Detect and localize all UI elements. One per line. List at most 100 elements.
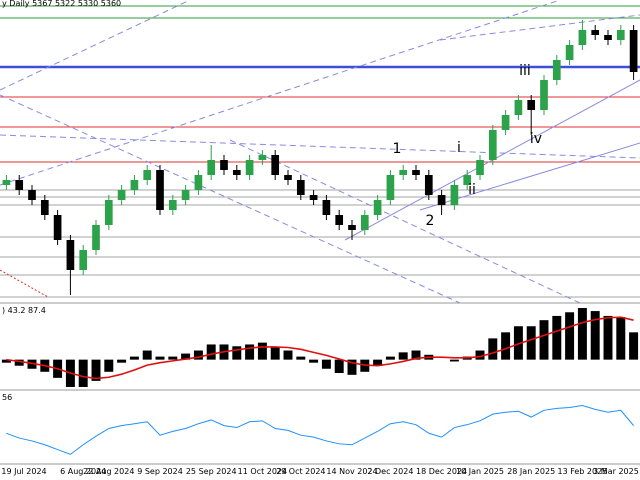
histogram-bar <box>193 350 203 360</box>
histogram-bar <box>155 356 165 360</box>
histogram-bar <box>91 359 101 381</box>
histogram-bar <box>513 326 523 360</box>
candle-body <box>2 180 11 185</box>
candle-body <box>309 195 318 200</box>
wave-label: 2 <box>426 213 435 229</box>
candle-body <box>143 170 152 180</box>
candle-body <box>591 30 600 35</box>
histogram-bar <box>385 356 395 360</box>
candle-body <box>79 250 88 270</box>
candle-body <box>258 155 267 160</box>
rsi-label: 56 <box>2 393 12 402</box>
histogram-bar <box>296 356 306 360</box>
candle-body <box>92 225 100 250</box>
histogram-bar <box>142 350 152 360</box>
histogram-bar <box>309 359 319 363</box>
histogram-bar <box>373 359 383 366</box>
trend-line <box>439 14 640 41</box>
x-tick-label: 19 Jul 2024 <box>1 467 46 476</box>
trend-line <box>0 94 461 304</box>
candle-body <box>514 100 523 115</box>
x-tick-label: 28 Jan 2025 <box>507 467 555 476</box>
histogram-bar <box>27 359 37 369</box>
histogram-bar <box>590 311 600 360</box>
histogram-bar <box>488 338 498 360</box>
histogram-bar <box>334 359 344 373</box>
candle-body <box>245 160 254 175</box>
candle-body <box>604 35 612 40</box>
candle-body <box>373 200 382 215</box>
candle-body <box>40 200 49 215</box>
histogram-bar <box>629 332 639 360</box>
candle-body <box>527 100 536 110</box>
trend-line <box>0 0 561 186</box>
x-tick-label: 9 Sep 2024 <box>137 467 183 476</box>
x-tick-label: 29 Oct 2024 <box>276 467 325 476</box>
histogram-bar <box>552 315 562 360</box>
wave-label: iv <box>530 131 542 147</box>
candle-body <box>360 215 369 230</box>
macd-label: ) 43.2 87.4 <box>2 306 46 315</box>
histogram-bar <box>206 344 216 360</box>
x-tick-label: 14 Nov 2024 <box>326 467 377 476</box>
histogram-bar <box>321 359 331 369</box>
x-tick-label: 2 Dec 2024 <box>367 467 413 476</box>
candle-body <box>348 225 356 230</box>
candle-body <box>207 160 216 175</box>
candle-body <box>53 215 62 240</box>
candle-body <box>552 60 561 80</box>
histogram-bar <box>347 359 357 375</box>
trend-line <box>229 139 581 304</box>
candle-body <box>117 190 126 200</box>
candle-body <box>616 30 625 40</box>
candle-body <box>424 175 433 195</box>
candle-body <box>565 45 574 60</box>
signal-line <box>6 316 634 380</box>
histogram-bar <box>78 359 88 387</box>
histogram-bar <box>603 315 613 360</box>
candle-body <box>386 175 395 200</box>
histogram-bar <box>270 347 280 360</box>
histogram-bar <box>475 350 485 360</box>
trend-line <box>0 134 640 159</box>
histogram-bar <box>565 312 575 360</box>
candle-body <box>322 200 331 215</box>
histogram-bar <box>449 359 459 362</box>
histogram-bar <box>577 308 587 360</box>
histogram-bar <box>117 359 127 363</box>
candle-body <box>488 130 497 160</box>
histogram-bar <box>232 346 242 360</box>
x-tick-label: 22 Aug 2024 <box>83 467 134 476</box>
histogram-bar <box>616 317 626 360</box>
candle-body <box>271 155 280 175</box>
candle-body <box>450 185 459 205</box>
candle-body <box>540 80 548 110</box>
candle-body <box>296 180 305 195</box>
candle-body <box>156 170 164 210</box>
trend-line <box>0 0 191 91</box>
candle-body <box>15 180 24 190</box>
candle-body <box>437 195 446 205</box>
candle-body <box>194 175 203 190</box>
x-tick-label: 13 Feb 2025 <box>558 467 608 476</box>
candle-body <box>501 115 510 130</box>
wave-label: i <box>457 140 461 156</box>
histogram-bar <box>526 326 536 360</box>
histogram-bar <box>104 359 114 372</box>
candle-body <box>220 160 228 170</box>
candle-body <box>130 180 139 190</box>
candle-body <box>476 160 484 175</box>
x-tick-label: 25 Sep 2024 <box>186 467 237 476</box>
candle-body <box>335 215 344 225</box>
candle-body <box>412 170 420 175</box>
x-tick-label: 11 Oct 2024 <box>238 467 287 476</box>
trend-line <box>0 269 49 298</box>
histogram-bar <box>411 350 421 360</box>
candle-body <box>66 240 75 270</box>
candle-body <box>104 200 113 225</box>
histogram-bar <box>14 359 24 366</box>
histogram-bar <box>539 320 549 360</box>
candle-body <box>28 190 36 200</box>
histogram-bar <box>245 344 255 360</box>
